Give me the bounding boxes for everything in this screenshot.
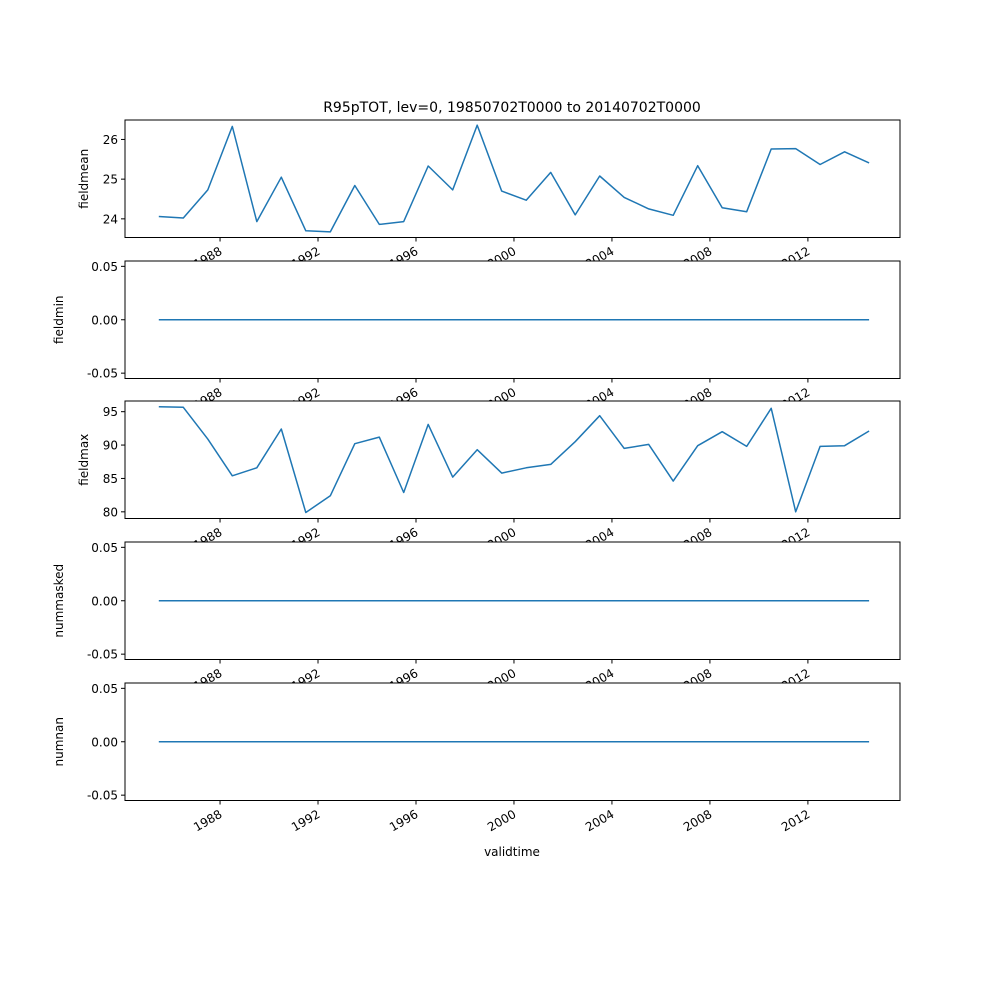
x-tick-label: 1996 xyxy=(387,807,420,834)
y-axis-label: fieldmean xyxy=(77,149,91,209)
y-axis-label: numnan xyxy=(52,717,66,766)
y-tick-label: 0.00 xyxy=(91,735,118,749)
y-tick-label: 80 xyxy=(103,505,118,519)
x-tick-label: 2012 xyxy=(779,807,812,834)
x-axis-label: validtime xyxy=(484,845,540,859)
y-tick-label: 25 xyxy=(103,173,118,187)
y-axis-label: fieldmax xyxy=(77,434,91,486)
subplot-numnan: -0.05 0.00 0.05 numnan 1988 1992 1996 2000 2004 2… xyxy=(52,682,900,835)
y-tick-label: -0.05 xyxy=(87,367,118,381)
x-tick-label: 2000 xyxy=(485,807,518,834)
axes-background xyxy=(125,120,900,238)
x-tick-label: 1992 xyxy=(289,807,322,834)
x-tick-label: 2008 xyxy=(681,807,714,834)
y-tick-label: 0.00 xyxy=(91,594,118,608)
y-axis-label: nummasked xyxy=(52,564,66,638)
x-tick-label: 1988 xyxy=(191,807,224,834)
y-tick-label: 90 xyxy=(103,439,118,453)
y-tick-label: -0.05 xyxy=(87,789,118,803)
y-tick-label: 26 xyxy=(103,133,118,147)
y-tick-label: 0.05 xyxy=(91,260,118,274)
y-tick-label: 24 xyxy=(103,212,118,226)
y-axis-label: fieldmin xyxy=(52,295,66,344)
y-tick-label: 0.05 xyxy=(91,682,118,696)
y-tick-label: -0.05 xyxy=(87,648,118,662)
y-tick-label: 0.05 xyxy=(91,541,118,555)
chart-title: R95pTOT, lev=0, 19850702T0000 to 2014070… xyxy=(323,100,701,116)
x-tick-label: 2004 xyxy=(583,807,616,834)
y-tick-label: 85 xyxy=(103,472,118,486)
y-tick-label: 95 xyxy=(103,405,118,419)
y-tick-label: 0.00 xyxy=(91,313,118,327)
